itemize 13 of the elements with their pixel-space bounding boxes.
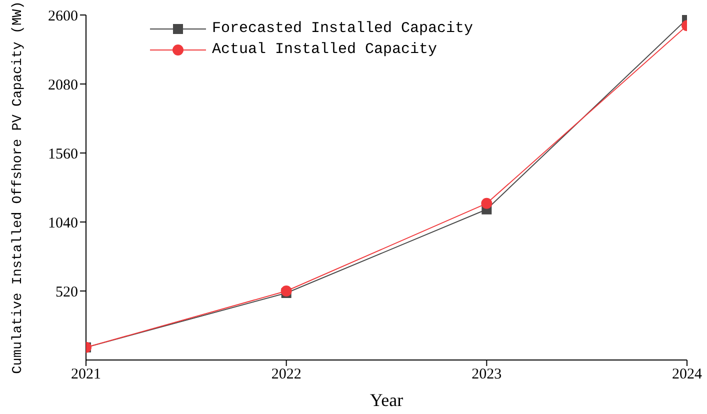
y-tick-label: 2600	[48, 8, 78, 24]
y-tick-label: 1040	[48, 215, 78, 232]
x-tick-label: 2024	[672, 366, 702, 383]
y-tick-label: 2080	[48, 77, 78, 94]
x-tick-label: 2021	[71, 366, 101, 383]
legend-label: Forecasted Installed Capacity	[212, 19, 474, 39]
x-axis-title: Year	[370, 390, 404, 410]
y-axis-title: Cumulative Installed Offshore PV Capacity (MW)	[10, 1, 26, 374]
x-tick-label: 2022	[271, 366, 302, 383]
y-tick-label: 520	[56, 284, 78, 300]
y-tick-label: 1560	[48, 146, 78, 162]
x-tick-label: 2023	[472, 366, 502, 383]
legend-label: Actual Installed Capacity	[212, 40, 438, 60]
